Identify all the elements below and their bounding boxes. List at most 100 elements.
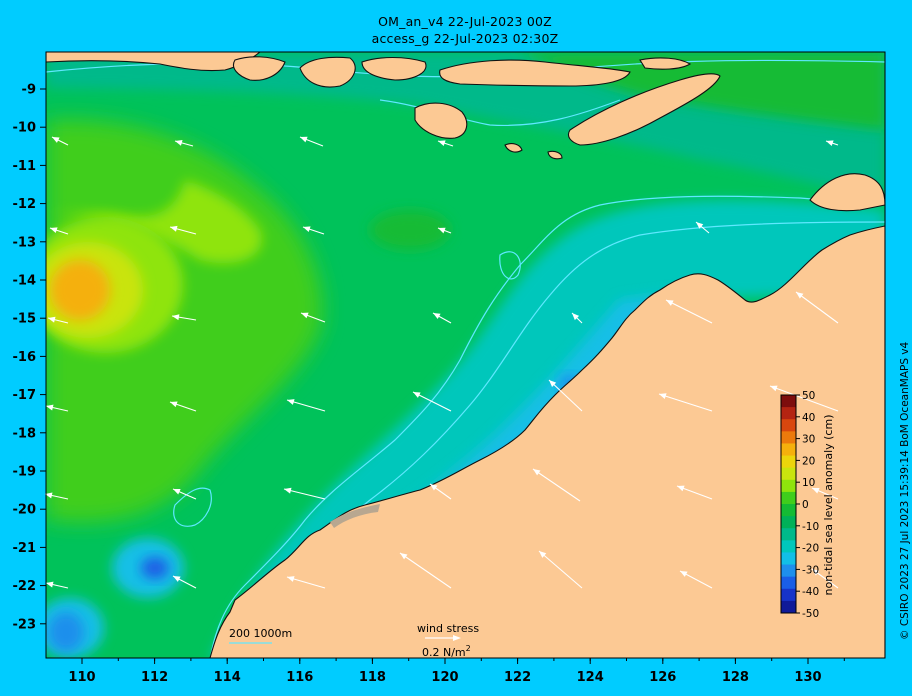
- x-tick-label: 122: [504, 670, 531, 685]
- wind-stress-label: wind stress: [417, 622, 479, 635]
- y-tick-label: -19: [13, 465, 37, 480]
- wind-arrow: [286, 399, 326, 412]
- wind-arrow: [169, 225, 197, 235]
- isobath-legend: 200 1000m: [229, 627, 292, 644]
- landmass: [46, 52, 885, 658]
- isobath-1000m: [209, 195, 885, 658]
- wind-arrow: [676, 485, 713, 500]
- y-tick-label: -18: [13, 426, 37, 441]
- colorbar-swatch: [781, 564, 796, 578]
- colorbar-swatch: [781, 516, 796, 529]
- y-tick-label: -22: [13, 579, 37, 594]
- y-tick-label: -10: [13, 121, 37, 136]
- x-tick-label: 116: [286, 670, 313, 685]
- wind-arrow: [172, 488, 197, 500]
- colorbar-swatch: [781, 588, 796, 602]
- land-flores: [439, 59, 631, 87]
- y-tick-label: -21: [13, 541, 37, 556]
- wind-arrow: [399, 552, 452, 589]
- land-islet: [547, 150, 563, 160]
- wind-arrow: [538, 550, 583, 589]
- plot-frame: [45, 51, 886, 659]
- wind-arrow: [795, 291, 839, 324]
- wind-arrow: [300, 312, 326, 323]
- wind-arrow: [437, 227, 452, 234]
- wind-arrow: [548, 379, 583, 412]
- land-rote: [504, 143, 523, 153]
- colorbar-ticks: 50 40 30 20 10 0 -10 -20 -30 -40 -50: [796, 390, 819, 620]
- colorbar-tick-label: -30: [802, 564, 819, 576]
- colorbar-swatch: [781, 600, 796, 614]
- wind-arrow: [811, 568, 839, 589]
- x-tick-label: 112: [141, 670, 168, 685]
- colorbar-swatch: [781, 528, 796, 541]
- wind-arrow: [679, 570, 713, 589]
- y-tick-label: -17: [13, 388, 37, 403]
- x-tick-label: 118: [359, 670, 386, 685]
- y-axis: -9 -10 -11 -12 -13 -14 -15 -16 -17 -18 -19 -20 -21 -2…: [13, 83, 46, 632]
- land-lombok: [299, 56, 356, 88]
- y-tick-label: -9: [22, 83, 36, 98]
- wind-arrow: [286, 576, 326, 589]
- wind-arrow: [45, 404, 69, 412]
- wind-arrow: [174, 139, 194, 147]
- colorbar-tick-label: 20: [802, 455, 815, 467]
- colorbar-swatch: [781, 540, 796, 553]
- colorbar-tick-label: 50: [802, 390, 815, 402]
- wind-stress-scale: 0.2 N/m2: [422, 644, 471, 659]
- land-alor: [639, 57, 692, 70]
- anomaly-region-central: [370, 210, 450, 250]
- colorbar-swatches: [781, 395, 796, 614]
- wind-arrow: [51, 136, 69, 146]
- coastal-shoal: [330, 504, 380, 528]
- x-axis: 110 112 114 116 118 120 122 124 126 128 130: [68, 658, 845, 685]
- colorbar-swatch: [781, 455, 796, 469]
- anomaly-tongue-north: [46, 180, 262, 264]
- wind-arrow: [432, 312, 452, 324]
- wind-arrow: [811, 487, 839, 500]
- wind-arrow: [658, 393, 713, 412]
- land-australia: [209, 225, 885, 658]
- y-tick-label: -11: [13, 159, 37, 174]
- x-tick-label: 130: [794, 670, 821, 685]
- colorbar-swatch: [781, 491, 796, 505]
- map-subtitle: access_g 22-Jul-2023 02:30Z: [371, 31, 559, 46]
- wind-arrow: [44, 492, 69, 500]
- colorbar-label: non-tidal sea level anomaly (cm): [822, 415, 835, 596]
- y-tick-label: -20: [13, 503, 37, 518]
- x-tick-label: 120: [431, 670, 458, 685]
- colorbar-tick-label: 0: [802, 499, 809, 511]
- wind-arrow: [45, 581, 69, 589]
- y-tick-label: -23: [13, 617, 37, 632]
- anomaly-low-south-core: [48, 612, 84, 652]
- wind-stress-arrow-head: [453, 635, 461, 641]
- colorbar-tick-label: 30: [802, 434, 815, 446]
- colorbar-tick-label: -40: [802, 586, 819, 598]
- isobath-legend-label: 200 1000m: [229, 627, 292, 640]
- isobath-ridge: [173, 487, 212, 527]
- x-tick-label: 124: [577, 670, 604, 685]
- colorbar-swatch: [781, 576, 796, 590]
- y-tick-label: -14: [13, 274, 37, 289]
- colorbar-swatch: [781, 419, 796, 432]
- wind-arrow: [769, 385, 839, 412]
- y-tick-label: -15: [13, 312, 37, 327]
- land-bali: [232, 56, 286, 81]
- anomaly-low-sw-core: [141, 557, 169, 579]
- wind-arrow: [532, 468, 581, 502]
- land-cape: [809, 173, 885, 212]
- x-tick-label: 128: [722, 670, 749, 685]
- map-title: OM_an_v4 22-Jul-2023 00Z: [378, 14, 552, 29]
- wind-arrows: [44, 136, 839, 589]
- isobath-shoal: [499, 251, 521, 280]
- land-sumbawa-west: [361, 57, 427, 81]
- wind-arrow: [49, 227, 69, 235]
- colorbar-tick-label: -50: [802, 608, 819, 620]
- anomaly-region-high-core: [50, 260, 110, 320]
- wind-arrow: [695, 221, 710, 234]
- land-sumba: [414, 102, 468, 139]
- wind-arrow: [302, 226, 325, 235]
- wind-arrow: [825, 140, 839, 147]
- wind-arrow: [429, 483, 452, 500]
